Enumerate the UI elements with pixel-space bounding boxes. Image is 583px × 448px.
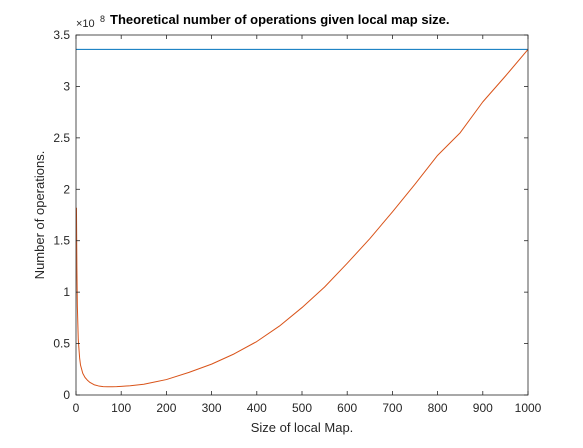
x-tick-label: 900 [473,401,493,415]
x-tick-label: 600 [337,401,357,415]
series-layer [75,48,529,388]
x-axis-label: Size of local Map. [251,420,354,435]
x-tick-label: 400 [247,401,267,415]
y-tick-label: 1.5 [53,234,70,248]
x-axis-ticks: 0 100 200 300 400 500 600 700 800 900 1000 [73,35,542,415]
x-tick-label: 300 [202,401,222,415]
y-axis-multiplier-base: ×10 [76,18,95,30]
x-tick-label: 800 [428,401,448,415]
y-tick-label: 3 [63,79,70,93]
x-tick-label: 700 [382,401,402,415]
x-tick-label: 1000 [515,401,542,415]
y-tick-label: 3.5 [53,28,70,42]
y-axis-label: Number of operations. [32,151,47,280]
y-axis-multiplier-exponent: 8 [100,14,105,24]
y-tick-label: 2 [63,182,70,196]
y-tick-label: 2.5 [53,131,70,145]
y-tick-label: 0.5 [53,337,70,351]
x-tick-label: 200 [156,401,176,415]
x-tick-label: 500 [292,401,312,415]
y-tick-label: 0 [63,388,70,402]
series-line-1 [75,49,529,388]
x-tick-label: 100 [111,401,131,415]
y-tick-label: 1 [63,285,70,299]
y-axis-ticks: 0 0.5 1 1.5 2 2.5 3 3.5 [53,28,528,402]
plot-background [76,35,528,395]
chart-title: Theoretical number of operations given l… [110,12,450,27]
x-tick-label: 0 [73,401,80,415]
